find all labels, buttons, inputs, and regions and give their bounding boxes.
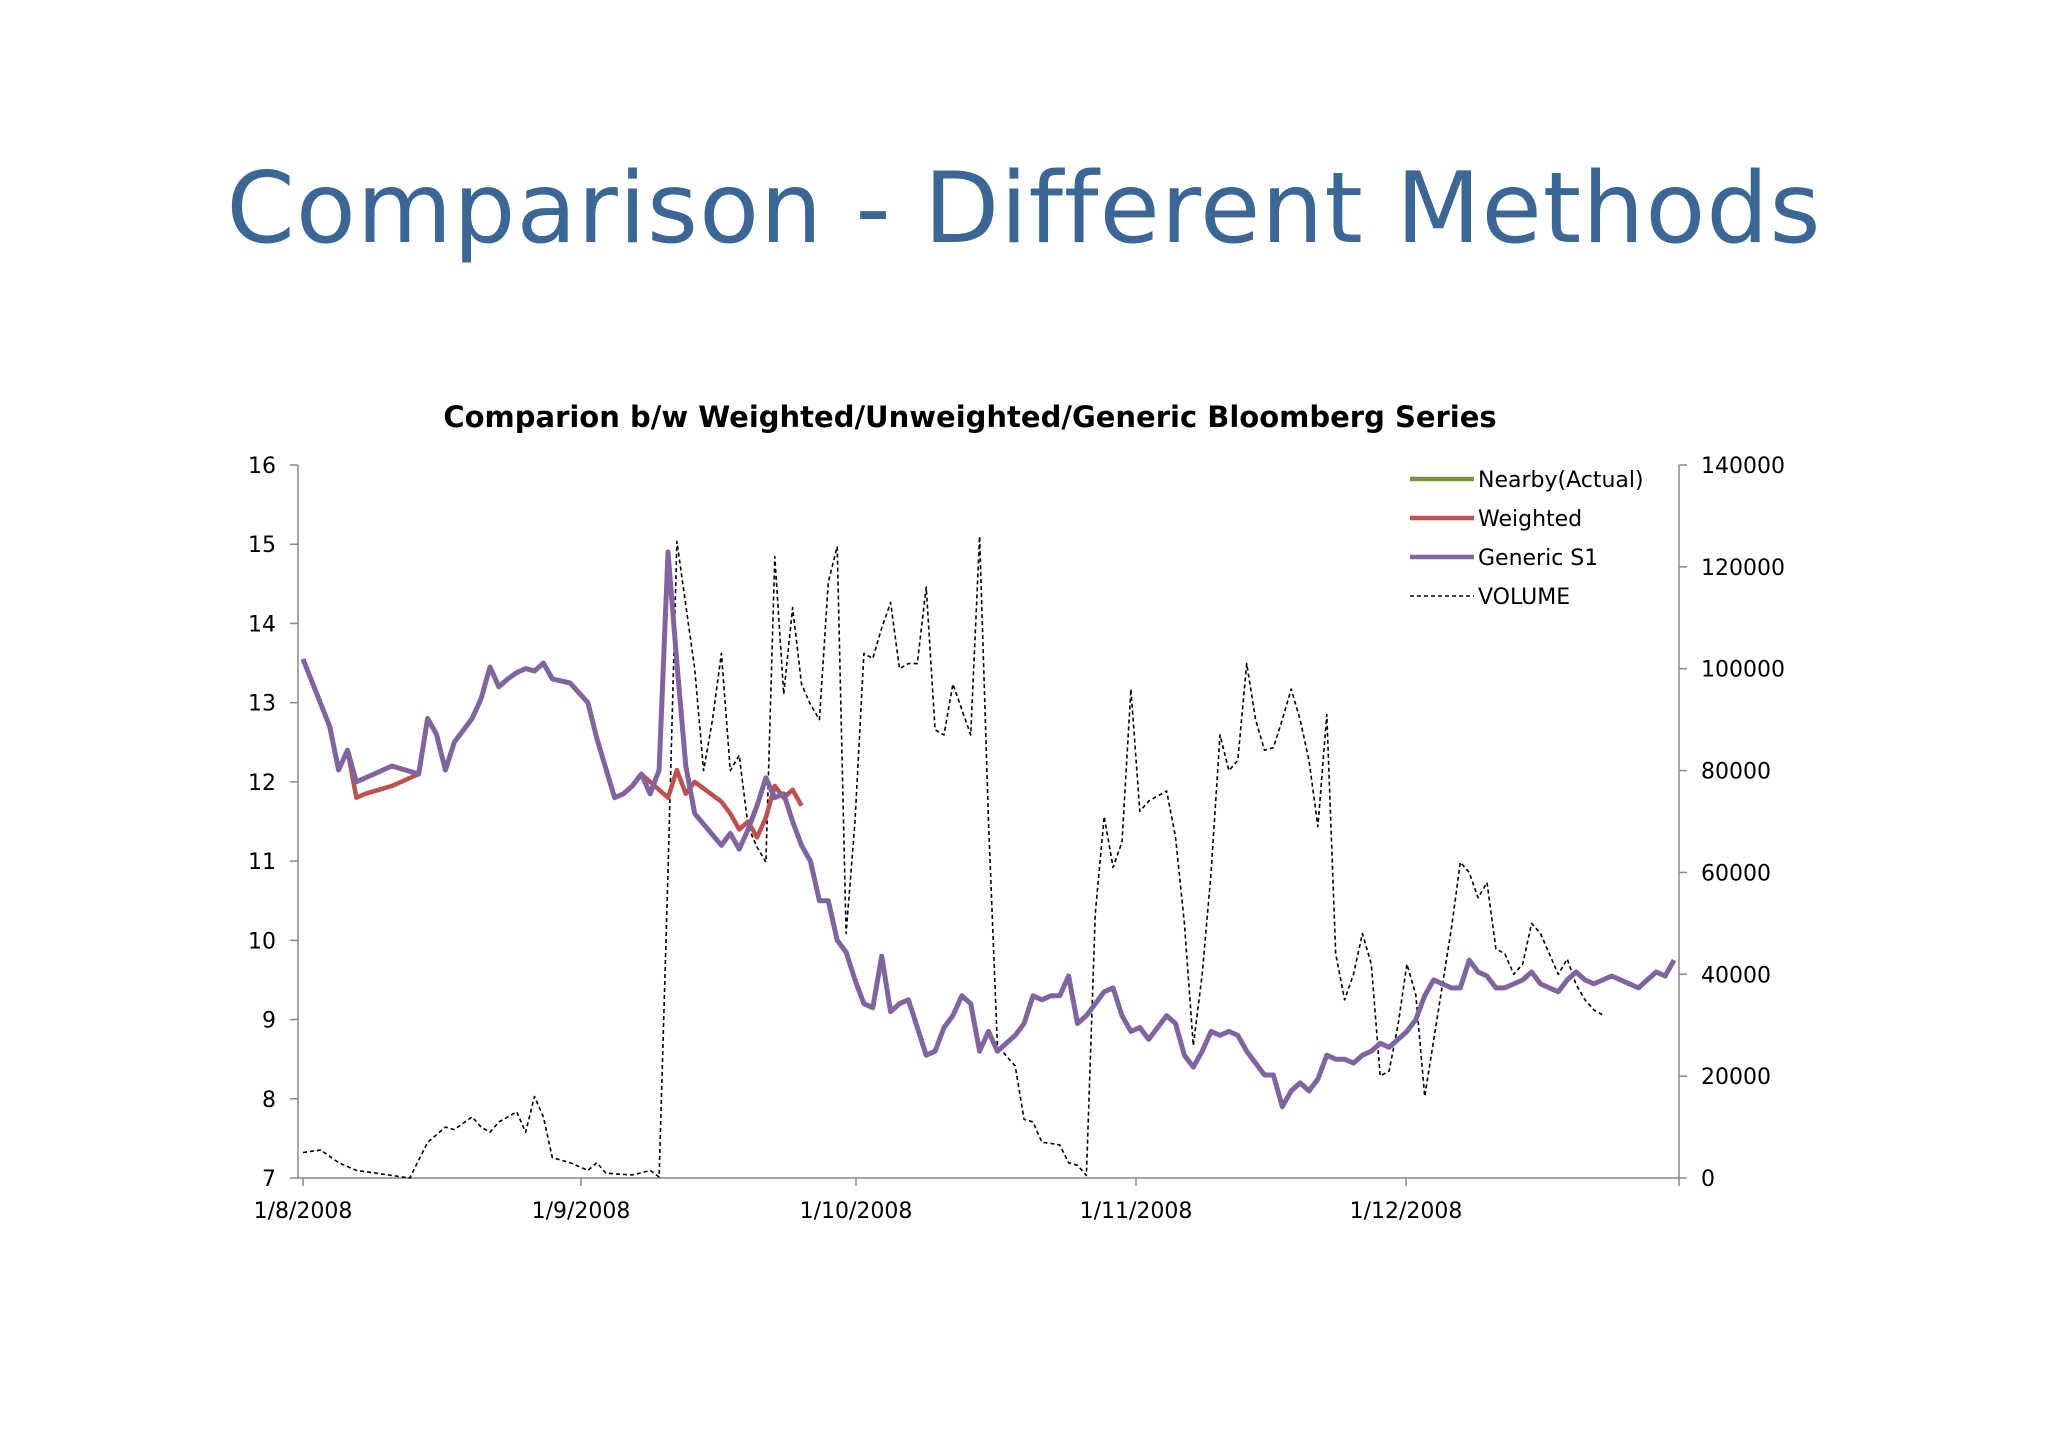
- series-layer: [300, 535, 1677, 1179]
- y-tick-label-left: 13: [248, 692, 276, 717]
- x-tick-label: 1/8/2008: [254, 1199, 353, 1224]
- x-tick-label: 1/11/2008: [1080, 1199, 1193, 1224]
- y-tick-label-right: 40000: [1701, 963, 1771, 988]
- x-tick-label: 1/10/2008: [800, 1199, 913, 1224]
- x-tick-label: 1/12/2008: [1350, 1199, 1463, 1224]
- y-tick-label-left: 7: [262, 1167, 276, 1192]
- chart-title: Comparion b/w Weighted/Unweighted/Generi…: [443, 400, 1497, 434]
- y-tick-label-right: 120000: [1701, 556, 1785, 581]
- series-line-volume: [302, 535, 1604, 1179]
- y-tick-label-right: 140000: [1701, 454, 1785, 479]
- y-tick-label-right: 80000: [1701, 760, 1771, 785]
- series-line-generic-s1: [300, 549, 1677, 1110]
- legend-label: Nearby(Actual): [1478, 468, 1644, 493]
- y-tick-label-left: 11: [248, 850, 276, 875]
- y-tick-label-left: 10: [248, 929, 276, 954]
- legend-label: Weighted: [1478, 507, 1582, 532]
- y-tick-label-right: 20000: [1701, 1065, 1771, 1090]
- slide-title: Comparison - Different Methods: [226, 152, 1822, 266]
- y-tick-label-left: 12: [248, 771, 276, 796]
- y-tick-label-right: 100000: [1701, 658, 1785, 683]
- x-tick-label: 1/9/2008: [532, 1199, 631, 1224]
- y-tick-label-left: 16: [248, 454, 276, 479]
- legend-label: Generic S1: [1478, 546, 1598, 571]
- y-tick-label-left: 8: [262, 1088, 276, 1113]
- y-tick-label-left: 9: [262, 1009, 276, 1034]
- legend-label: VOLUME: [1478, 585, 1570, 610]
- y-tick-label-right: 0: [1701, 1167, 1715, 1192]
- chart-axes: 7 8 9 10 11 12 13 14 15 16 0 20000 40000 60000 80000 10…: [248, 454, 1785, 1224]
- series-line-weighted: [300, 658, 804, 840]
- y-tick-label-left: 14: [248, 612, 276, 637]
- y-tick-label-right: 60000: [1701, 861, 1771, 886]
- chart-legend: Nearby(Actual) Weighted Generic S1 VOLUME: [1410, 468, 1644, 610]
- y-tick-label-left: 15: [248, 533, 276, 558]
